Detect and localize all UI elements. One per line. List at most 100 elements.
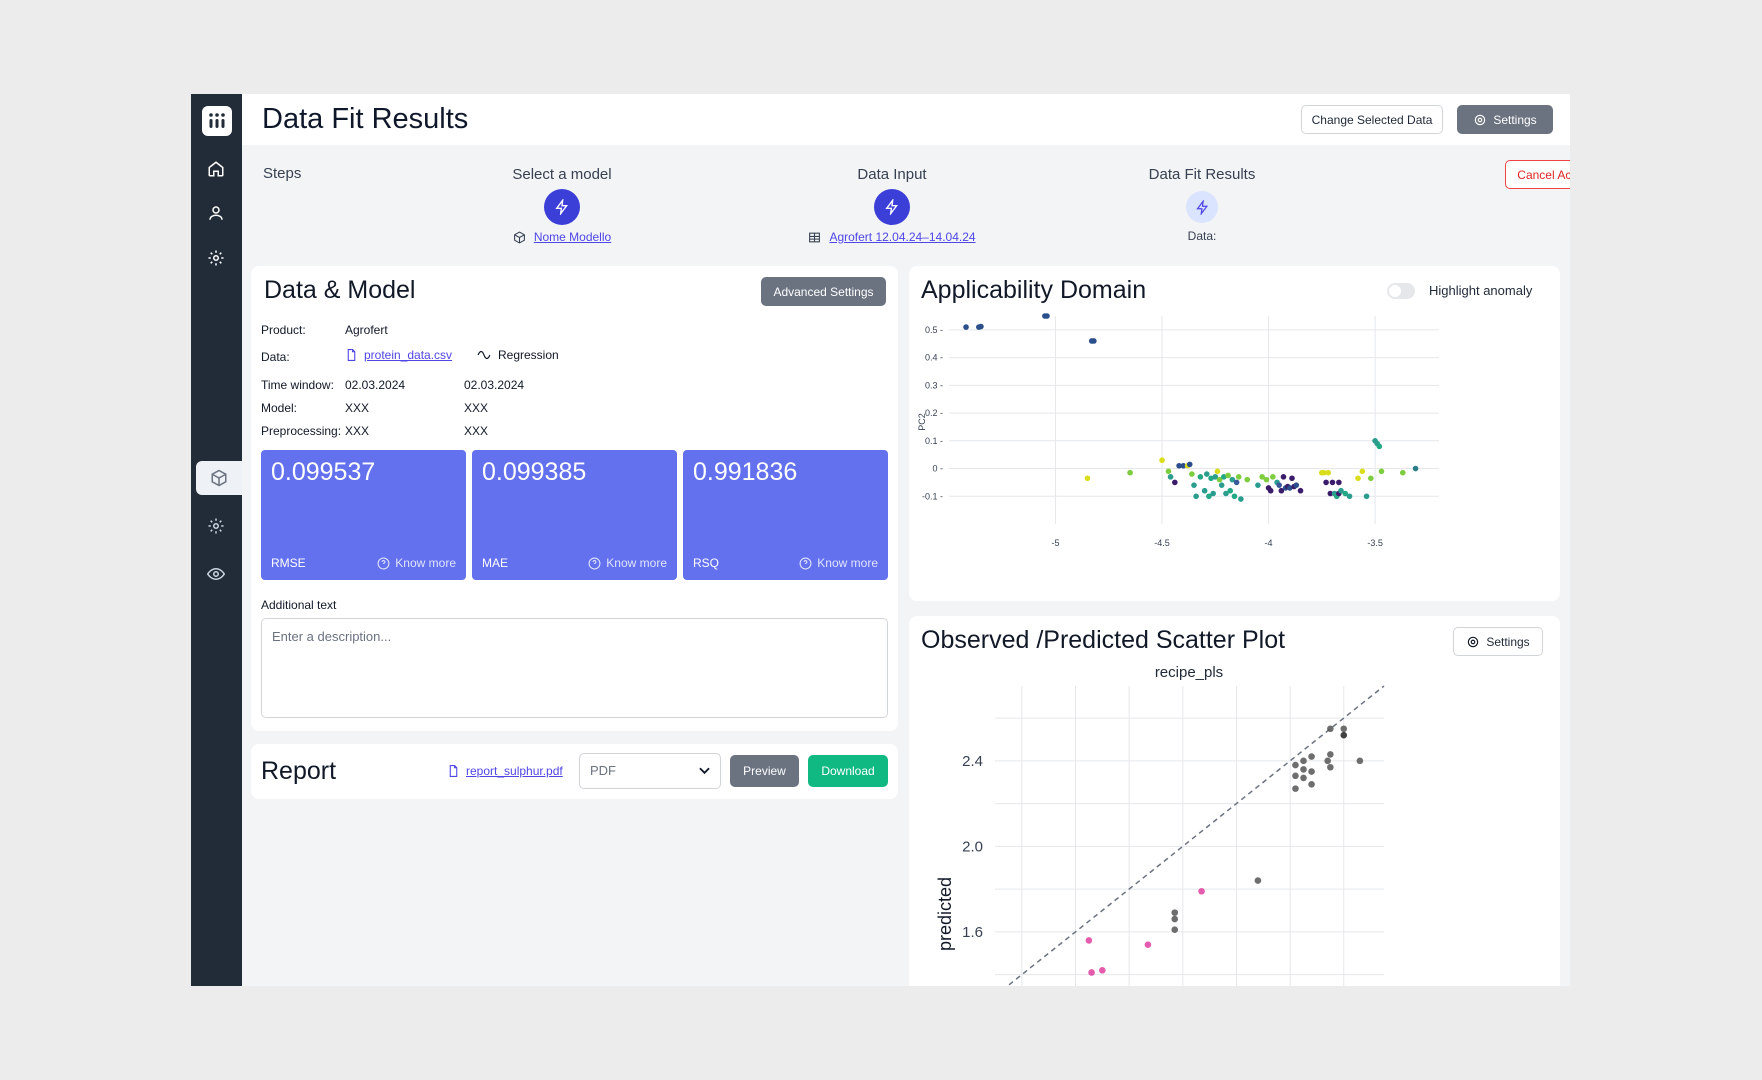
data-point — [1255, 482, 1261, 488]
y-tick-label: -0.1 - — [922, 491, 943, 501]
y-tick-label: 0.5 - — [925, 325, 943, 335]
step-data-label: Data: — [1187, 229, 1217, 243]
data-point — [1203, 471, 1210, 477]
know-more-link[interactable]: Know more — [799, 556, 878, 570]
header-settings-button[interactable]: Settings — [1457, 105, 1553, 134]
data-point — [1378, 468, 1385, 475]
data-point — [1212, 474, 1219, 480]
metric-card-rsq: 0.991836 RSQ Know more — [683, 450, 888, 580]
data-point — [1186, 461, 1193, 468]
data-model-title: Data & Model — [264, 276, 416, 304]
report-file-link[interactable]: report_sulphur.pdf — [447, 764, 563, 778]
know-more-link[interactable]: Know more — [588, 556, 667, 570]
home-icon — [208, 161, 224, 177]
know-more-link[interactable]: Know more — [377, 556, 456, 570]
model-link[interactable]: Nome Modello — [533, 230, 612, 244]
download-button[interactable]: Download — [808, 755, 888, 787]
data-point — [1229, 476, 1236, 483]
step-select-model[interactable]: Select a model Nome Modello — [482, 166, 642, 244]
app-logo[interactable] — [202, 106, 232, 136]
nav-profile[interactable] — [197, 196, 235, 230]
nav-config[interactable] — [197, 509, 235, 543]
step-indicator — [874, 189, 910, 225]
step-link[interactable]: Nome Modello — [482, 230, 642, 244]
model-label: Model: — [261, 401, 298, 415]
data-point — [1292, 761, 1299, 769]
y-tick-label: 0.3 - — [925, 380, 943, 390]
data-point — [1172, 479, 1178, 486]
data-point — [1342, 490, 1349, 497]
chart-title: recipe_pls — [1155, 664, 1223, 681]
data-point — [1225, 472, 1231, 479]
data-point — [1159, 457, 1165, 464]
nav-view[interactable] — [197, 557, 235, 591]
data-point — [1300, 757, 1307, 765]
nav-settings[interactable] — [197, 241, 235, 275]
cube-icon — [211, 469, 227, 487]
cog-icon — [208, 518, 224, 534]
data-point — [1340, 725, 1348, 733]
data-file-link[interactable]: protein_data.csv — [345, 348, 452, 362]
data-point — [1223, 490, 1229, 497]
applicability-title: Applicability Domain — [921, 276, 1147, 304]
nav-home[interactable] — [197, 152, 235, 186]
data-point — [1235, 474, 1242, 480]
description-textarea[interactable]: Enter a description... — [261, 618, 888, 718]
data-point — [1221, 474, 1227, 480]
eye-icon — [207, 567, 225, 581]
report-file-name[interactable]: report_sulphur.pdf — [466, 764, 563, 778]
preview-label: Preview — [743, 764, 786, 778]
data-point — [1289, 475, 1295, 482]
settings-label: Settings — [1493, 112, 1537, 127]
data-point — [1171, 909, 1179, 916]
format-select[interactable]: PDF — [579, 753, 721, 789]
data-point — [1276, 482, 1283, 488]
data-point — [1292, 785, 1299, 792]
step-data-fit-results[interactable]: Data Fit Results Data: — [1122, 166, 1282, 243]
report-card: Report report_sulphur.pdf PDF Preview Do… — [251, 744, 898, 799]
data-point — [1233, 479, 1240, 486]
step-data-input[interactable]: Data Input Agrofert 12.04.24–14.04.24 — [782, 166, 1002, 244]
lightning-icon — [1195, 199, 1208, 215]
preview-button[interactable]: Preview — [730, 755, 799, 787]
gear-icon — [1468, 636, 1479, 647]
data-point — [1191, 482, 1197, 488]
data-point — [1356, 757, 1364, 765]
data-point — [1167, 474, 1174, 480]
scatter-settings-label: Settings — [1486, 634, 1530, 649]
step-indicator — [1186, 191, 1218, 223]
step-link[interactable]: Agrofert 12.04.24–14.04.24 — [782, 230, 1002, 244]
data-point — [1206, 493, 1212, 500]
data-file-name[interactable]: protein_data.csv — [364, 348, 453, 362]
data-input-link[interactable]: Agrofert 12.04.24–14.04.24 — [829, 230, 976, 244]
download-label: Download — [821, 764, 875, 778]
change-selected-data-button[interactable]: Change Selected Data — [1301, 105, 1443, 134]
metric-value: 0.099385 — [482, 458, 587, 486]
highlight-anomaly-toggle[interactable] — [1387, 283, 1415, 299]
nav-models[interactable] — [196, 461, 242, 495]
data-point — [1327, 763, 1334, 771]
data-point — [1216, 476, 1223, 483]
scatter-settings-button[interactable]: Settings — [1453, 627, 1543, 656]
data-point — [1267, 487, 1274, 494]
y-tick-label: 0.2 - — [925, 408, 943, 418]
cancel-action-button[interactable]: Cancel Action — [1505, 160, 1570, 189]
scatter-plot-card: Observed /Predicted Scatter Plot Setting… — [909, 616, 1560, 986]
applicability-chart: -5 -4.5 -4 -3.5 0.5 - 0.4 - 0.3 - 0.2 - 0.1 - 0 -… — [917, 313, 1439, 548]
data-point — [1270, 474, 1276, 480]
data-point — [1263, 476, 1270, 483]
data-point — [1300, 766, 1307, 773]
metric-label: MAE — [482, 556, 509, 570]
metric-label: RSQ — [693, 556, 720, 570]
metric-label: RMSE — [271, 556, 306, 570]
data-point — [1325, 469, 1332, 476]
data-point — [1259, 474, 1265, 480]
data-point — [1099, 967, 1106, 974]
cancel-label: Cancel Action — [1517, 167, 1570, 182]
advanced-settings-button[interactable]: Advanced Settings — [761, 277, 886, 306]
data-point — [1278, 487, 1285, 494]
highlight-anomaly-label: Highlight anomaly — [1429, 283, 1533, 298]
x-tick-label: -3.5 — [1367, 538, 1383, 548]
format-value: PDF — [590, 763, 616, 778]
x-tick-label: -4 — [1265, 538, 1273, 548]
